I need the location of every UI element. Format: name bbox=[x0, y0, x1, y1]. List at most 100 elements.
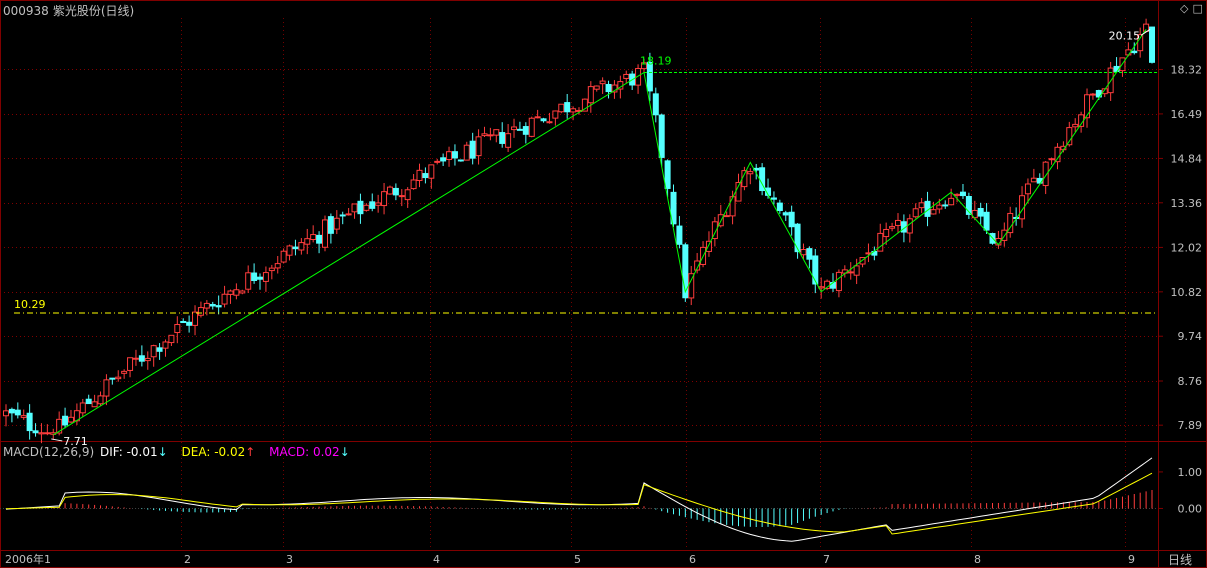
candle bbox=[570, 106, 577, 121]
candle bbox=[1089, 92, 1096, 100]
candle-body bbox=[670, 191, 677, 225]
candle-body bbox=[144, 357, 151, 362]
candle-body bbox=[599, 80, 606, 85]
candle-body bbox=[32, 430, 39, 434]
candle bbox=[227, 289, 234, 304]
month-tick-label: 8 bbox=[974, 553, 981, 566]
candle-body bbox=[487, 134, 494, 137]
dif-value: DIF: -0.01 bbox=[99, 445, 158, 459]
candle-body bbox=[310, 234, 317, 241]
restore-icon[interactable]: □ bbox=[1192, 2, 1203, 15]
candle-body bbox=[103, 379, 110, 397]
candle bbox=[203, 300, 210, 316]
candle bbox=[321, 215, 328, 252]
candle bbox=[776, 199, 783, 214]
candle-body bbox=[682, 244, 689, 299]
candle bbox=[233, 283, 240, 300]
candle-body bbox=[14, 409, 21, 416]
candle-body bbox=[56, 418, 63, 434]
price-tick-label: 14.84 bbox=[1171, 152, 1203, 165]
low-pointer bbox=[51, 438, 63, 442]
month-tick-label: 2 bbox=[184, 553, 191, 566]
candle-body bbox=[605, 83, 612, 93]
candle bbox=[505, 124, 512, 152]
candle-body bbox=[192, 311, 199, 326]
candle-body bbox=[770, 197, 777, 200]
candle bbox=[859, 257, 866, 268]
candle bbox=[540, 117, 547, 123]
candle-body bbox=[375, 202, 382, 206]
candle bbox=[251, 263, 258, 284]
candle-body bbox=[239, 290, 246, 294]
candle-body bbox=[280, 250, 287, 263]
candle-body bbox=[1066, 127, 1073, 146]
candle bbox=[646, 52, 653, 102]
candle-body bbox=[558, 103, 565, 113]
candle bbox=[298, 238, 305, 255]
candle bbox=[871, 246, 878, 261]
candle bbox=[605, 80, 612, 99]
candle bbox=[174, 316, 181, 344]
candle-body bbox=[457, 159, 464, 162]
candle-body bbox=[1054, 146, 1061, 163]
candle-body bbox=[853, 265, 860, 276]
candle-body bbox=[451, 151, 458, 159]
chart-annotations: 7.71 18.19 20.15 10.29 bbox=[14, 28, 1151, 448]
candle bbox=[664, 159, 671, 198]
candle-body bbox=[168, 334, 175, 344]
diamond-icon[interactable]: ◇ bbox=[1180, 2, 1189, 15]
candle-body bbox=[292, 246, 299, 250]
candle-body bbox=[392, 187, 399, 196]
candle bbox=[257, 273, 264, 290]
zigzag-line bbox=[53, 29, 1147, 436]
top-pointer bbox=[1140, 28, 1151, 36]
period-tab[interactable]: 日线 bbox=[1168, 553, 1193, 567]
candle-body bbox=[877, 232, 884, 252]
candle-body bbox=[446, 151, 453, 161]
candle bbox=[528, 116, 535, 138]
candle bbox=[286, 244, 293, 261]
month-tick-label: 3 bbox=[286, 553, 293, 566]
candle bbox=[942, 200, 949, 209]
candle bbox=[91, 394, 98, 408]
candle bbox=[192, 305, 199, 336]
candle-body bbox=[1042, 161, 1049, 187]
candle-body bbox=[386, 186, 393, 195]
candle-body bbox=[257, 276, 264, 280]
candle-body bbox=[316, 234, 323, 244]
candle-body bbox=[345, 213, 352, 216]
candle-body bbox=[835, 271, 842, 292]
candle-body bbox=[889, 226, 896, 229]
candle bbox=[1131, 42, 1138, 55]
candle-body bbox=[983, 211, 990, 231]
dea-arrow-icon: ↑ bbox=[245, 445, 256, 459]
candle-body bbox=[8, 408, 15, 414]
price-tick-label: 13.36 bbox=[1171, 197, 1203, 210]
candle bbox=[794, 223, 801, 259]
candle-body bbox=[62, 415, 69, 426]
candle bbox=[410, 174, 417, 190]
candle-body bbox=[410, 179, 417, 190]
candle-body bbox=[1137, 34, 1144, 52]
candle bbox=[121, 369, 128, 379]
candle bbox=[3, 404, 9, 427]
candle bbox=[930, 201, 937, 215]
candle-body bbox=[381, 191, 388, 207]
candle-body bbox=[936, 204, 943, 210]
candle bbox=[428, 164, 435, 189]
candle bbox=[62, 407, 69, 429]
candle bbox=[564, 94, 571, 119]
candle-body bbox=[593, 85, 600, 90]
window-controls[interactable]: ◇ □ bbox=[1180, 2, 1207, 15]
candle bbox=[1072, 118, 1079, 132]
candle-body bbox=[812, 255, 819, 285]
candle-body bbox=[44, 432, 51, 435]
candle-body bbox=[97, 395, 104, 405]
month-tick-label: 5 bbox=[574, 553, 581, 566]
candle bbox=[180, 318, 187, 324]
candle-body bbox=[109, 377, 116, 380]
candle-body bbox=[150, 345, 157, 358]
candle-body bbox=[959, 191, 966, 197]
candle bbox=[587, 81, 594, 113]
